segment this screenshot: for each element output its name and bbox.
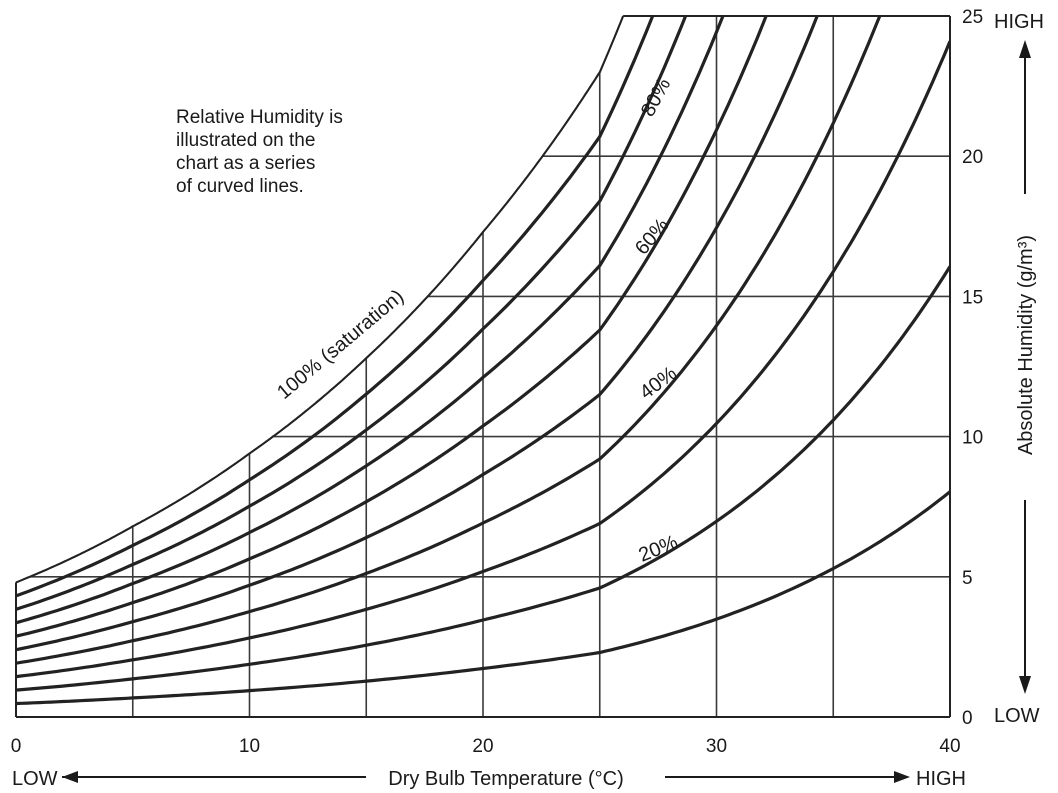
x-tick-label: 10 bbox=[239, 736, 260, 757]
rh-curve-50 bbox=[16, 16, 950, 652]
annotation-line: chart as a series bbox=[176, 153, 315, 174]
rh-curve-20 bbox=[16, 265, 950, 692]
saturation-outline bbox=[15, 15, 625, 584]
rh-curve-90 bbox=[16, 16, 950, 598]
x-tick-label: 0 bbox=[11, 736, 22, 757]
curve-label-60: 60% bbox=[631, 214, 674, 259]
annotation-line: of curved lines. bbox=[176, 176, 304, 197]
x-tick-labels: 0 10 20 30 40 bbox=[11, 736, 961, 757]
y-arrow-up bbox=[1019, 40, 1031, 194]
rh-curve-40 bbox=[16, 16, 950, 665]
rh-curve-70 bbox=[16, 16, 950, 625]
y-tick-label: 15 bbox=[962, 287, 983, 308]
y-axis-label: Absolute Humidity (g/m³) bbox=[1015, 235, 1037, 455]
y-arrow-down bbox=[1019, 500, 1031, 694]
x-tick-label: 20 bbox=[472, 736, 493, 757]
x-axis-label: Dry Bulb Temperature (°C) bbox=[388, 768, 623, 790]
y-tick-labels: 0 5 10 15 20 25 bbox=[962, 7, 983, 729]
curve-label-100: 100% (saturation) bbox=[273, 285, 408, 403]
annotation-line: Relative Humidity is bbox=[176, 107, 343, 128]
y-tick-label: 10 bbox=[962, 428, 983, 449]
x-arrow-left bbox=[62, 771, 366, 783]
rh-curves bbox=[16, 16, 950, 706]
curve-label-20: 20% bbox=[636, 531, 682, 566]
rh-curve-30 bbox=[16, 40, 950, 679]
x-high-label: HIGH bbox=[916, 768, 966, 790]
y-tick-label: 25 bbox=[962, 7, 983, 28]
grid bbox=[16, 16, 950, 717]
x-low-label: LOW bbox=[12, 768, 58, 790]
x-tick-label: 40 bbox=[939, 736, 960, 757]
rh-curve-60 bbox=[16, 16, 950, 638]
y-tick-label: 20 bbox=[962, 147, 983, 168]
x-arrow-right bbox=[665, 771, 910, 783]
x-tick-label: 30 bbox=[706, 736, 727, 757]
y-low-label: LOW bbox=[994, 705, 1040, 727]
annotation-text: Relative Humidity is illustrated on the … bbox=[176, 107, 348, 197]
curve-label-80: 80% bbox=[637, 74, 675, 120]
annotation-line: illustrated on the bbox=[176, 130, 315, 151]
y-tick-label: 5 bbox=[962, 568, 973, 589]
axes-frame bbox=[15, 15, 951, 718]
rh-curve-10 bbox=[16, 490, 950, 706]
rh-curve-80 bbox=[16, 16, 950, 611]
y-high-label: HIGH bbox=[994, 11, 1044, 33]
y-tick-label: 0 bbox=[962, 708, 973, 729]
